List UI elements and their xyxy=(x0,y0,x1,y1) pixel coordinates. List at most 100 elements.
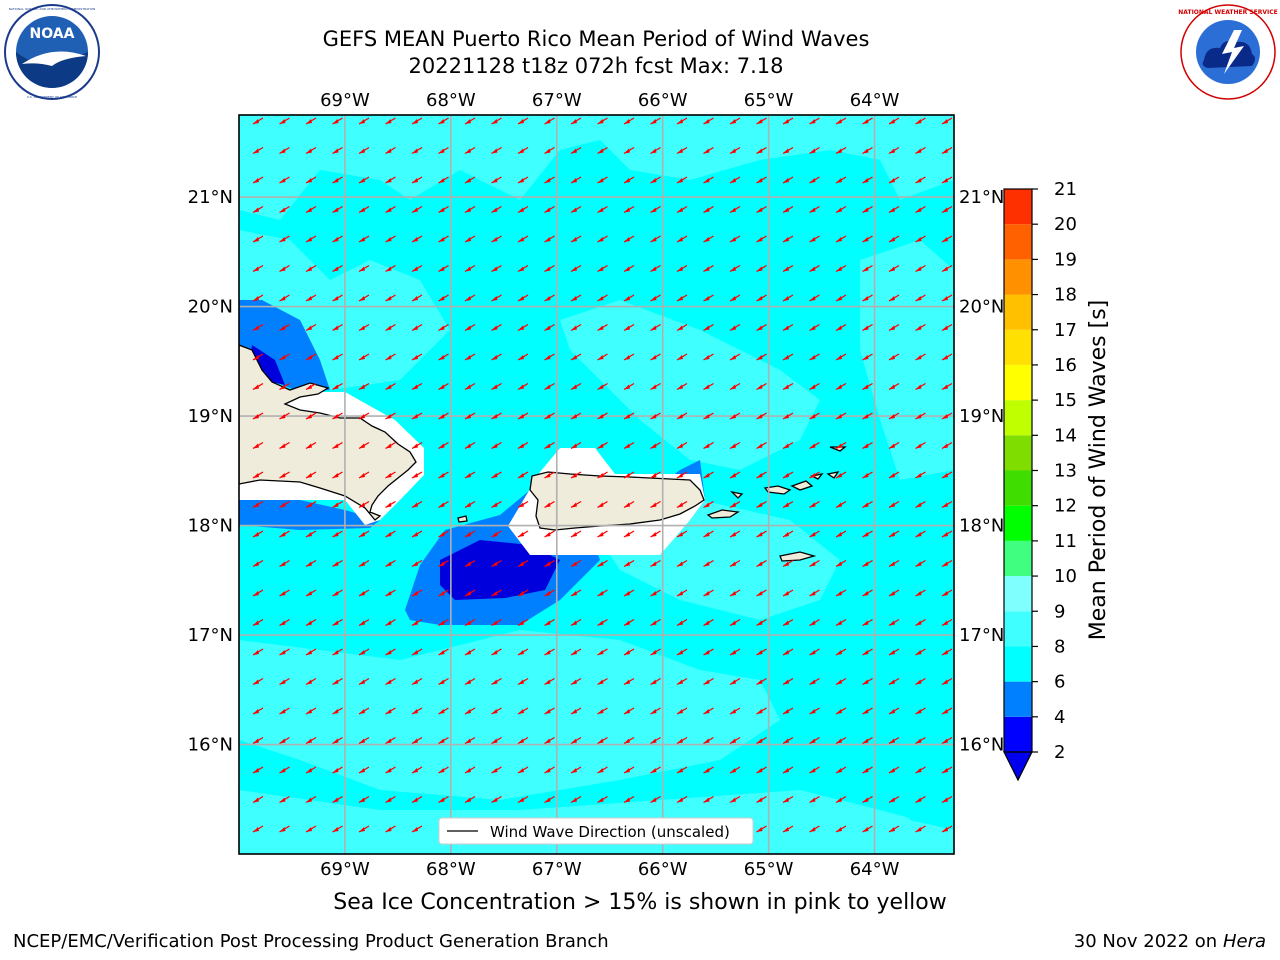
direction-arrow xyxy=(358,176,370,184)
colorbar-segment xyxy=(1004,189,1032,225)
direction-arrow xyxy=(411,677,423,686)
direction-arrow xyxy=(888,146,900,155)
direction-arrow xyxy=(385,589,396,597)
direction-arrow xyxy=(782,589,794,597)
direction-arrow xyxy=(623,441,635,450)
direction-arrow xyxy=(597,382,608,391)
direction-arrow xyxy=(835,589,847,597)
direction-arrow xyxy=(809,264,820,273)
direction-arrow xyxy=(862,677,873,686)
direction-arrow xyxy=(411,412,423,420)
direction-arrow xyxy=(835,707,847,715)
direction-arrow xyxy=(385,530,396,538)
direction-arrow xyxy=(915,176,926,184)
direction-arrow xyxy=(862,589,873,597)
direction-arrow xyxy=(517,795,529,804)
direction-arrow xyxy=(544,736,555,745)
direction-arrow xyxy=(782,294,794,302)
direction-arrow xyxy=(650,559,661,568)
lat-tick-label: 18°N xyxy=(188,516,233,537)
direction-arrow xyxy=(358,353,370,361)
direction-arrow xyxy=(305,530,317,538)
direction-arrow xyxy=(623,648,635,656)
direction-arrow xyxy=(676,795,688,804)
colorbar-segment xyxy=(1004,364,1032,401)
direction-arrow xyxy=(517,412,529,420)
direction-arrow xyxy=(623,412,635,420)
direction-arrow xyxy=(438,648,449,656)
colorbar-tick-label: 15 xyxy=(1054,390,1077,411)
direction-arrow xyxy=(703,353,714,361)
direction-arrow xyxy=(252,294,264,302)
direction-arrow xyxy=(438,500,449,509)
direction-arrow xyxy=(782,205,794,214)
direction-arrow xyxy=(835,412,847,420)
direction-arrow xyxy=(279,176,290,184)
direction-arrow xyxy=(650,707,661,715)
direction-arrow xyxy=(623,176,635,184)
direction-arrow xyxy=(252,117,264,125)
direction-arrow xyxy=(570,176,582,184)
direction-arrow xyxy=(809,648,820,656)
direction-arrow xyxy=(809,382,820,391)
lon-tick-label: 68°W xyxy=(426,859,476,880)
direction-arrow xyxy=(782,766,794,774)
direction-arrow xyxy=(544,264,555,273)
direction-arrow xyxy=(544,412,555,420)
direction-arrow xyxy=(623,323,635,332)
direction-arrow xyxy=(729,707,741,715)
direction-arrow xyxy=(915,559,926,568)
direction-arrow xyxy=(464,117,476,125)
direction-arrow xyxy=(332,264,343,273)
direction-arrow xyxy=(782,353,794,361)
direction-arrow xyxy=(888,235,900,243)
direction-arrow xyxy=(464,264,476,273)
direction-arrow xyxy=(358,766,370,774)
direction-arrow xyxy=(703,294,714,302)
direction-arrow xyxy=(809,530,820,538)
direction-arrow xyxy=(332,117,343,125)
direction-arrow xyxy=(729,353,741,361)
direction-arrow xyxy=(703,707,714,715)
chart-subtitle: 20221128 t18z 072h fcst Max: 7.18 xyxy=(408,54,784,78)
direction-arrow xyxy=(809,736,820,745)
lon-tick-label: 66°W xyxy=(638,90,688,111)
lon-tick-label: 67°W xyxy=(532,90,582,111)
direction-arrow xyxy=(782,530,794,538)
direction-arrow xyxy=(676,766,688,774)
direction-arrow xyxy=(650,176,661,184)
direction-arrow xyxy=(782,264,794,273)
direction-arrow xyxy=(756,235,767,243)
direction-arrow xyxy=(358,412,370,420)
direction-arrow xyxy=(729,146,741,155)
colorbar-segment xyxy=(1004,224,1032,260)
direction-arrow xyxy=(358,618,370,627)
direction-arrow xyxy=(411,648,423,656)
direction-arrow xyxy=(464,176,476,184)
direction-arrow xyxy=(544,323,555,332)
direction-arrow xyxy=(332,441,343,450)
direction-arrow xyxy=(544,677,555,686)
direction-arrow xyxy=(517,441,529,450)
direction-arrow xyxy=(756,559,767,568)
direction-arrow xyxy=(941,117,953,125)
footer-host: Hera xyxy=(1222,931,1266,952)
direction-arrow xyxy=(623,795,635,804)
direction-arrow xyxy=(570,146,582,155)
direction-arrow xyxy=(835,530,847,538)
direction-arrow xyxy=(862,412,873,420)
direction-arrow xyxy=(650,235,661,243)
direction-arrow xyxy=(358,294,370,302)
direction-arrow xyxy=(888,707,900,715)
colorbar-tick-label: 6 xyxy=(1054,672,1065,693)
direction-arrow xyxy=(252,618,264,627)
direction-arrow xyxy=(332,766,343,774)
direction-arrow xyxy=(941,412,953,420)
direction-arrow xyxy=(491,707,502,715)
direction-arrow xyxy=(888,677,900,686)
footer-date: 30 Nov 2022 on Hera xyxy=(1074,931,1266,952)
direction-arrow xyxy=(729,677,741,686)
direction-arrow xyxy=(676,235,688,243)
direction-arrow xyxy=(809,441,820,450)
st-croix xyxy=(779,551,817,562)
